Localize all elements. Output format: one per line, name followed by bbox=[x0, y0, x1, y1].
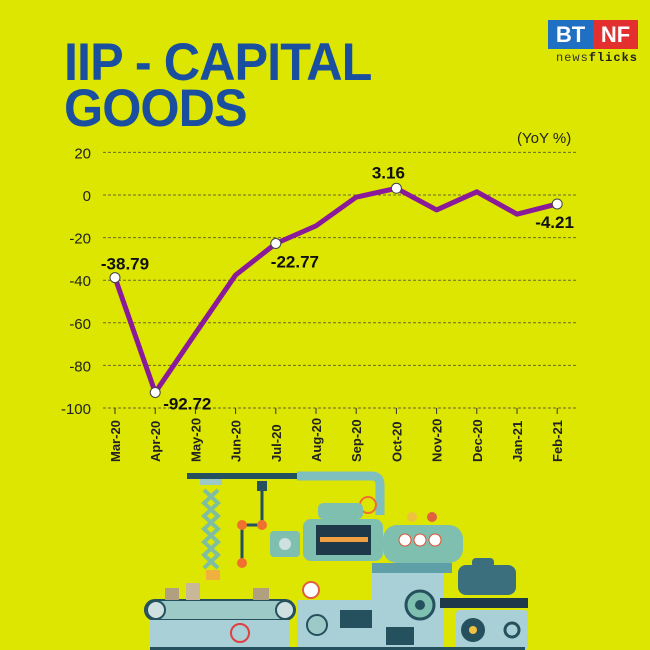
x-tick-label: May-20 bbox=[188, 418, 203, 462]
x-tick-label: Oct-20 bbox=[389, 422, 404, 462]
x-tick-label: Aug-20 bbox=[309, 418, 324, 462]
x-tick-label: Jun-20 bbox=[229, 420, 244, 462]
x-tick-label: Dec-20 bbox=[470, 419, 485, 462]
logo-nf: NF bbox=[593, 20, 638, 49]
x-tick-label: Sep-20 bbox=[349, 419, 364, 462]
series-line bbox=[112, 185, 558, 395]
x-tick-label: Mar-20 bbox=[108, 420, 123, 462]
logo-bt: BT bbox=[548, 20, 593, 49]
btnf-logo: BT NF newsflicks bbox=[548, 20, 638, 65]
x-tick-label: Jan-21 bbox=[510, 421, 525, 462]
logo-subtitle: newsflicks bbox=[548, 51, 638, 65]
x-tick-label: Apr-20 bbox=[148, 421, 163, 462]
data-label: -4.21 bbox=[535, 213, 574, 232]
logo-sub-bold: flicks bbox=[588, 51, 638, 65]
y-tick-label: 20 bbox=[74, 145, 91, 162]
data-point-marker bbox=[149, 386, 161, 398]
x-tick-label: Feb-21 bbox=[550, 420, 565, 462]
data-label: -38.79 bbox=[101, 255, 149, 274]
y-tick-label: -40 bbox=[69, 273, 91, 290]
data-point-marker bbox=[551, 198, 563, 210]
data-point-marker bbox=[390, 182, 402, 194]
title-line-1: IIP - CAPITAL bbox=[64, 33, 372, 92]
data-label: -92.72 bbox=[163, 394, 211, 413]
chart-title: IIP - CAPITAL GOODS bbox=[64, 33, 372, 138]
machinery-illustration bbox=[144, 471, 528, 650]
x-tick-label: Nov-20 bbox=[430, 419, 445, 462]
y-tick-label: -80 bbox=[69, 358, 91, 375]
data-label: -22.77 bbox=[271, 253, 319, 272]
data-point-marker bbox=[270, 238, 282, 250]
y-tick-label: 0 bbox=[83, 188, 91, 205]
title-line-2: GOODS bbox=[64, 79, 248, 138]
data-point-marker bbox=[109, 272, 121, 284]
data-label: 3.16 bbox=[372, 163, 405, 182]
y-tick-label: -100 bbox=[61, 401, 91, 418]
x-tick-label: Jul-20 bbox=[269, 424, 284, 462]
y-tick-label: -60 bbox=[69, 316, 91, 333]
line-chart: 20 0 -20 -40 -60 -80 -100 Mar-20 Apr-20 May-20 Jun… bbox=[61, 145, 578, 462]
unit-label: (YoY %) bbox=[517, 130, 572, 147]
logo-sub-light: news bbox=[555, 51, 589, 65]
y-tick-label: -20 bbox=[69, 231, 91, 248]
